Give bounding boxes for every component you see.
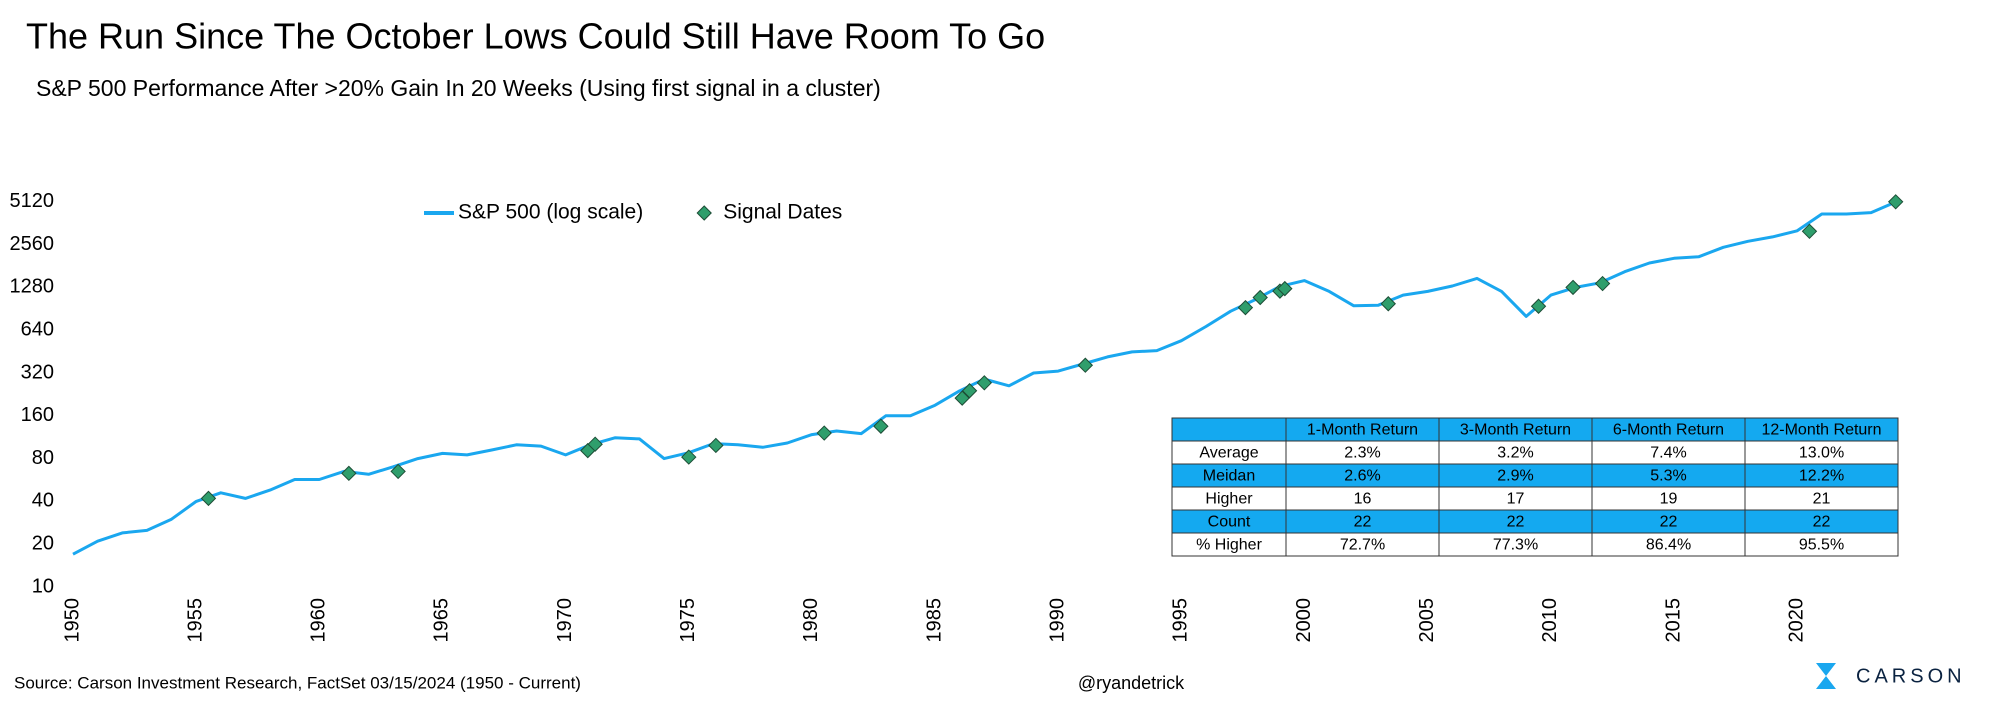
table-text: Average <box>1199 445 1258 462</box>
table-text: % Higher <box>1196 537 1262 554</box>
x-tick-label: 1985 <box>923 598 945 643</box>
signal-marker <box>1252 289 1268 306</box>
signal-marker <box>1277 280 1293 297</box>
table-text: 95.5% <box>1799 537 1844 554</box>
table-cell <box>1744 532 1899 557</box>
source-note: Source: Carson Investment Research, Fact… <box>14 673 581 692</box>
table-text: 12-Month Return <box>1761 422 1881 439</box>
x-tick-label: 1975 <box>677 598 699 643</box>
x-tick-label: 2020 <box>1785 598 1807 643</box>
y-tick-label: 80 <box>32 447 54 469</box>
signal-marker <box>1237 299 1254 316</box>
table-text: 2.9% <box>1497 468 1533 485</box>
chart-subtitle: S&P 500 Performance After >20% Gain In 2… <box>36 75 881 101</box>
y-tick-label: 5120 <box>10 190 55 212</box>
table-text: 16 <box>1354 491 1372 508</box>
signal-marker <box>390 463 406 480</box>
table-text: 3.2% <box>1497 445 1533 462</box>
table-text: 22 <box>1507 514 1525 531</box>
signal-marker <box>1801 223 1818 240</box>
table-text: 22 <box>1660 514 1678 531</box>
signal-marker <box>341 465 357 482</box>
y-tick-label: 2560 <box>10 233 55 255</box>
x-tick-label: 1950 <box>61 598 83 643</box>
signal-marker <box>1565 279 1581 296</box>
y-tick-label: 640 <box>21 318 54 340</box>
logo-text: CARSON <box>1856 665 1966 687</box>
y-tick-label: 10 <box>32 575 54 597</box>
signal-marker <box>1077 357 1094 373</box>
y-tick-label: 320 <box>21 361 54 383</box>
signal-marker <box>1380 296 1396 312</box>
y-tick-label: 40 <box>32 490 54 512</box>
signal-marker <box>873 418 889 434</box>
table-text: 5.3% <box>1650 468 1686 485</box>
table-text: 72.7% <box>1340 537 1385 554</box>
legend-label: S&P 500 (log scale) <box>458 201 643 224</box>
table-text: 6-Month Return <box>1613 422 1724 439</box>
signal-marker <box>954 390 970 406</box>
table-text: 2.3% <box>1344 445 1380 462</box>
x-tick-label: 1965 <box>431 598 453 643</box>
x-tick-label: 2015 <box>1662 598 1684 643</box>
legend-swatch <box>696 205 712 221</box>
legend-label: Signal Dates <box>723 201 842 224</box>
y-tick-label: 160 <box>21 404 54 426</box>
x-tick-label: 1970 <box>554 598 576 643</box>
y-tick-label: 20 <box>32 532 54 554</box>
logo-icon <box>1816 663 1836 689</box>
table-text: 21 <box>1813 491 1831 508</box>
stats-table: 1-Month Return 3-Month Return 6-Month Retu… <box>1171 417 1899 557</box>
table-text: 7.4% <box>1650 445 1686 462</box>
signal-marker <box>816 425 832 441</box>
signal-marker <box>1887 194 1904 210</box>
x-tick-label: 1980 <box>800 598 822 643</box>
chart-title: The Run Since The October Lows Could Sti… <box>26 16 1045 57</box>
table-text: 1-Month Return <box>1307 422 1418 439</box>
table-text: 86.4% <box>1646 537 1691 554</box>
x-tick-label: 2005 <box>1416 598 1438 643</box>
y-tick-label: 1280 <box>10 276 55 298</box>
table-text: Count <box>1208 514 1251 531</box>
logo: CARSON <box>1816 663 1966 689</box>
signal-marker <box>708 437 724 454</box>
table-text: 2.6% <box>1344 468 1380 485</box>
x-tick-label: 1960 <box>308 598 330 643</box>
signal-marker <box>587 436 603 452</box>
author-handle: @ryandetrick <box>1078 673 1185 693</box>
table-text: Higher <box>1205 491 1253 508</box>
table-text: 3-Month Return <box>1460 422 1571 439</box>
x-tick-label: 1955 <box>184 598 206 643</box>
signal-marker <box>200 490 217 507</box>
table-text: 22 <box>1813 514 1831 531</box>
signal-marker <box>1530 298 1547 314</box>
table-text: 77.3% <box>1493 537 1538 554</box>
table-text: 13.0% <box>1799 445 1844 462</box>
x-tick-label: 1995 <box>1170 598 1192 643</box>
table-cell <box>1171 417 1287 442</box>
x-tick-label: 1990 <box>1047 598 1069 643</box>
x-tick-label: 2000 <box>1293 598 1315 643</box>
table-text: 12.2% <box>1799 468 1844 485</box>
table-text: 22 <box>1354 514 1372 531</box>
signal-marker <box>681 449 697 465</box>
x-tick-label: 2010 <box>1539 598 1561 643</box>
table-text: 19 <box>1660 491 1678 508</box>
legend: S&P 500 (log scale) Signal Dates <box>424 201 842 224</box>
signal-marker <box>1594 275 1611 292</box>
table-text: Meidan <box>1203 468 1255 485</box>
table-text: 17 <box>1507 491 1525 508</box>
signal-marker <box>961 383 978 399</box>
signal-marker <box>976 375 993 391</box>
